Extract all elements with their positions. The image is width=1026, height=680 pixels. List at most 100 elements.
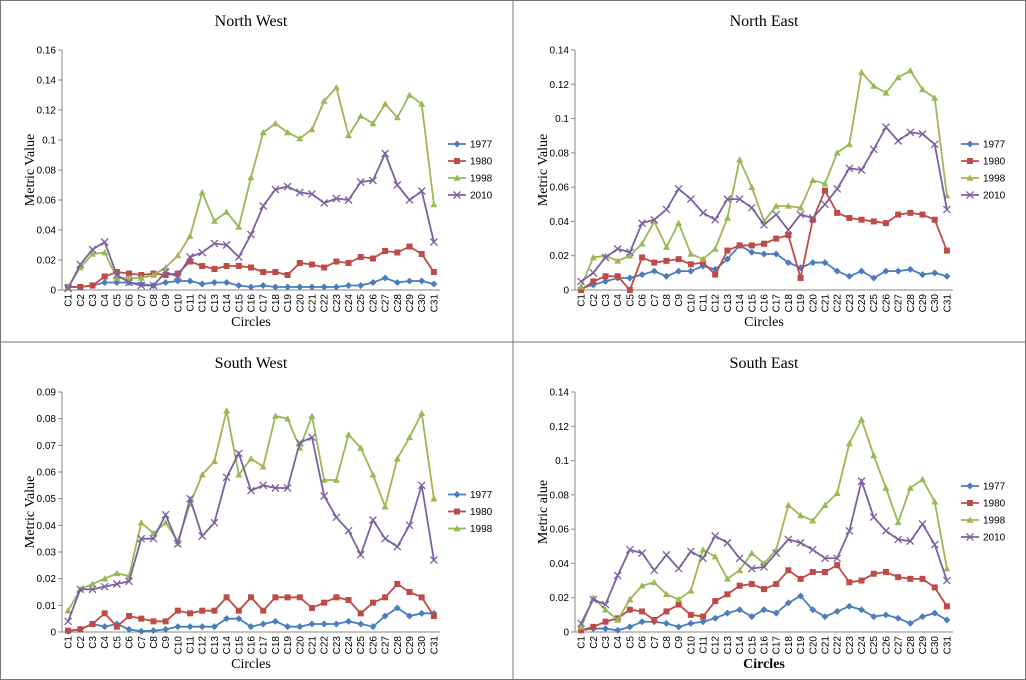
x-tick-label: C13 [210,636,221,655]
x-tick-label: C15 [747,294,758,313]
marker [907,575,914,582]
marker [137,281,146,290]
x-tick-label: C1 [577,636,588,649]
marker [833,554,842,563]
marker [381,534,390,543]
marker [320,97,328,104]
x-tick-label: C26 [368,294,379,313]
marker [723,575,731,582]
marker [260,607,267,614]
y-tick-label: 0.07 [37,441,57,452]
marker [882,569,889,575]
x-tick-label: C23 [845,294,856,313]
marker [344,526,353,535]
marker [906,484,914,491]
y-tick-label: 0.08 [550,148,570,159]
marker [125,577,134,586]
marker [418,251,425,257]
marker [602,618,609,625]
marker [320,492,329,500]
marker [137,519,145,526]
x-tick-label: C15 [747,636,758,655]
marker [235,263,242,269]
y-tick-label: 0 [563,286,569,297]
marker [332,513,341,522]
marker [88,245,97,254]
marker [430,613,437,619]
marker [77,284,84,290]
marker [162,625,170,633]
legend-label: 1980 [983,157,1006,168]
x-tick-label: C12 [711,294,722,313]
marker [626,623,634,631]
x-tick-label: C20 [808,636,819,655]
marker [589,595,598,604]
y-tick-label: 0.12 [550,422,570,433]
x-tick-label: C21 [307,636,318,655]
marker [406,91,414,98]
marker [283,182,292,191]
marker [259,129,267,136]
marker [235,607,242,614]
legend-label: 1980 [470,507,493,518]
marker [101,623,109,631]
marker [857,477,866,486]
x-tick-label: C16 [247,294,258,313]
marker [418,100,426,107]
marker [308,605,315,611]
marker [578,627,585,634]
marker [284,415,292,422]
marker [64,617,73,626]
marker [821,180,829,187]
marker [138,615,145,622]
marker [650,566,659,575]
legend-label: 1977 [470,490,493,501]
marker [919,271,927,279]
y-tick-label: 0.1 [555,114,569,125]
x-tick-label: C12 [711,636,722,655]
marker [89,621,96,627]
marker [626,287,633,293]
marker [100,582,109,591]
marker [858,606,866,614]
marker [429,556,438,564]
marker [942,205,951,214]
marker [101,273,108,280]
marker [453,174,461,181]
y-tick-label: 0.04 [37,521,57,532]
marker [88,250,96,257]
x-tick-label: C28 [906,636,917,655]
marker [417,187,426,195]
marker [943,616,951,624]
marker [931,216,938,223]
x-tick-label: C26 [368,636,379,655]
marker [639,254,646,261]
marker [283,484,292,492]
marker [332,476,340,483]
marker [833,607,841,615]
marker [772,609,780,617]
x-tick-label: C25 [869,294,880,313]
marker [406,433,414,441]
marker [125,278,134,287]
marker [919,575,926,582]
marker [797,511,805,519]
marker [833,489,841,496]
marker [894,535,903,544]
marker [345,617,353,625]
marker [748,242,755,249]
marker [248,264,254,271]
marker [296,260,303,266]
marker [247,283,255,291]
marker [918,130,927,138]
y-tick-label: 0 [563,628,569,639]
x-tick-label: C5 [625,294,636,307]
marker [589,268,598,277]
marker [699,255,707,262]
y-tick-label: 0.02 [550,251,570,262]
marker [931,609,939,617]
marker [700,259,707,266]
x-tick-label: C30 [930,636,941,655]
marker [931,584,938,591]
marker [417,481,426,490]
